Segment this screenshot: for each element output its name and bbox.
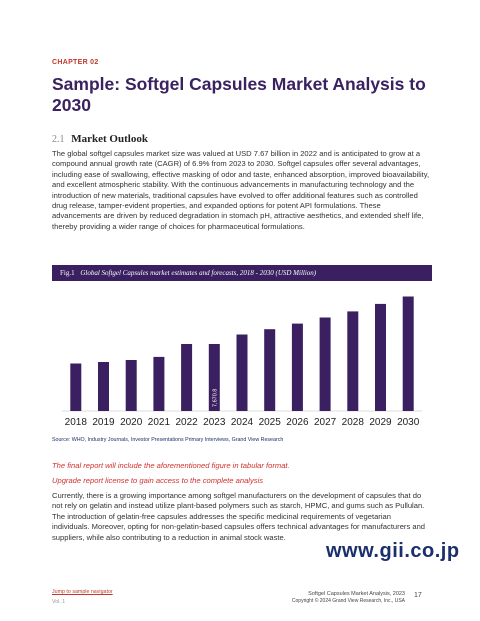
x-tick-label: 2025 (259, 417, 282, 428)
gelatin-paragraph: Currently, there is a growing importance… (52, 491, 426, 542)
footer-report-title: Softgel Capsules Market Analysis, 2023 (308, 591, 405, 597)
bar-2027 (319, 317, 331, 411)
bar-2030 (402, 296, 414, 411)
bar-2023 (208, 344, 220, 411)
bar-2025 (264, 329, 276, 411)
intro-paragraph: The global softgel capsules market size … (52, 149, 430, 231)
bar-2019 (98, 362, 109, 411)
footer-copyright: Copyright © 2024 Grand View Research, In… (291, 598, 405, 604)
tabular-note: The final report will include the aforem… (52, 461, 290, 470)
page-title: Sample: Softgel Capsules Market Analysis… (52, 74, 426, 115)
x-tick-label: 2019 (92, 417, 115, 428)
x-tick-label: 2029 (369, 417, 392, 428)
x-tick-label: 2018 (65, 417, 88, 428)
x-tick-label: 2027 (314, 417, 337, 428)
figure-caption-bar: Fig.1 Global Softgel Capsules market est… (52, 265, 432, 281)
volume-label: Vol. 1 (52, 599, 66, 605)
x-tick-label: 2023 (203, 417, 226, 428)
watermark-logo: www.gii.co.jp (326, 540, 460, 562)
x-tick-label: 2030 (397, 417, 420, 428)
bar-2024 (236, 334, 248, 411)
bar-2028 (347, 311, 359, 411)
bar-2029 (375, 303, 386, 411)
figure-box: Fig.1 Global Softgel Capsules market est… (52, 265, 432, 433)
chapter-label: CHAPTER 02 (52, 59, 99, 66)
bar-data-label: 7,670.8 (212, 389, 218, 407)
x-tick-label: 2022 (175, 417, 198, 428)
figure-caption: Global Softgel Capsules market estimates… (80, 269, 317, 277)
bar-2021 (153, 356, 165, 411)
figure-label: Fig.1 (60, 269, 75, 277)
x-tick-label: 2026 (286, 417, 309, 428)
x-tick-label: 2028 (342, 417, 365, 428)
page-number: 17 (414, 592, 422, 599)
bar-2022 (181, 344, 193, 411)
bar-2020 (125, 360, 137, 411)
sample-navigator-link[interactable]: Jump to sample navigator (52, 589, 113, 595)
x-tick-label: 2024 (231, 417, 254, 428)
x-tick-label: 2020 (120, 417, 143, 428)
bar-2018 (70, 363, 82, 411)
footer-info: Softgel Capsules Market Analysis, 2023 C… (220, 591, 405, 605)
section-title: Market Outlook (71, 133, 148, 145)
upgrade-note[interactable]: Upgrade report license to gain access to… (52, 476, 264, 485)
section-number: 2.1 (52, 134, 65, 145)
x-tick-label: 2021 (148, 417, 171, 428)
figure-source: Source: WHO, Industry Journals, Investor… (52, 437, 284, 443)
bar-chart: 2018 2019 2020 2021 2022 2023 7,670.8 2024 2025 2… (62, 296, 422, 428)
section-heading: 2.1 Market Outlook (52, 133, 148, 145)
bar-2026 (291, 323, 303, 411)
